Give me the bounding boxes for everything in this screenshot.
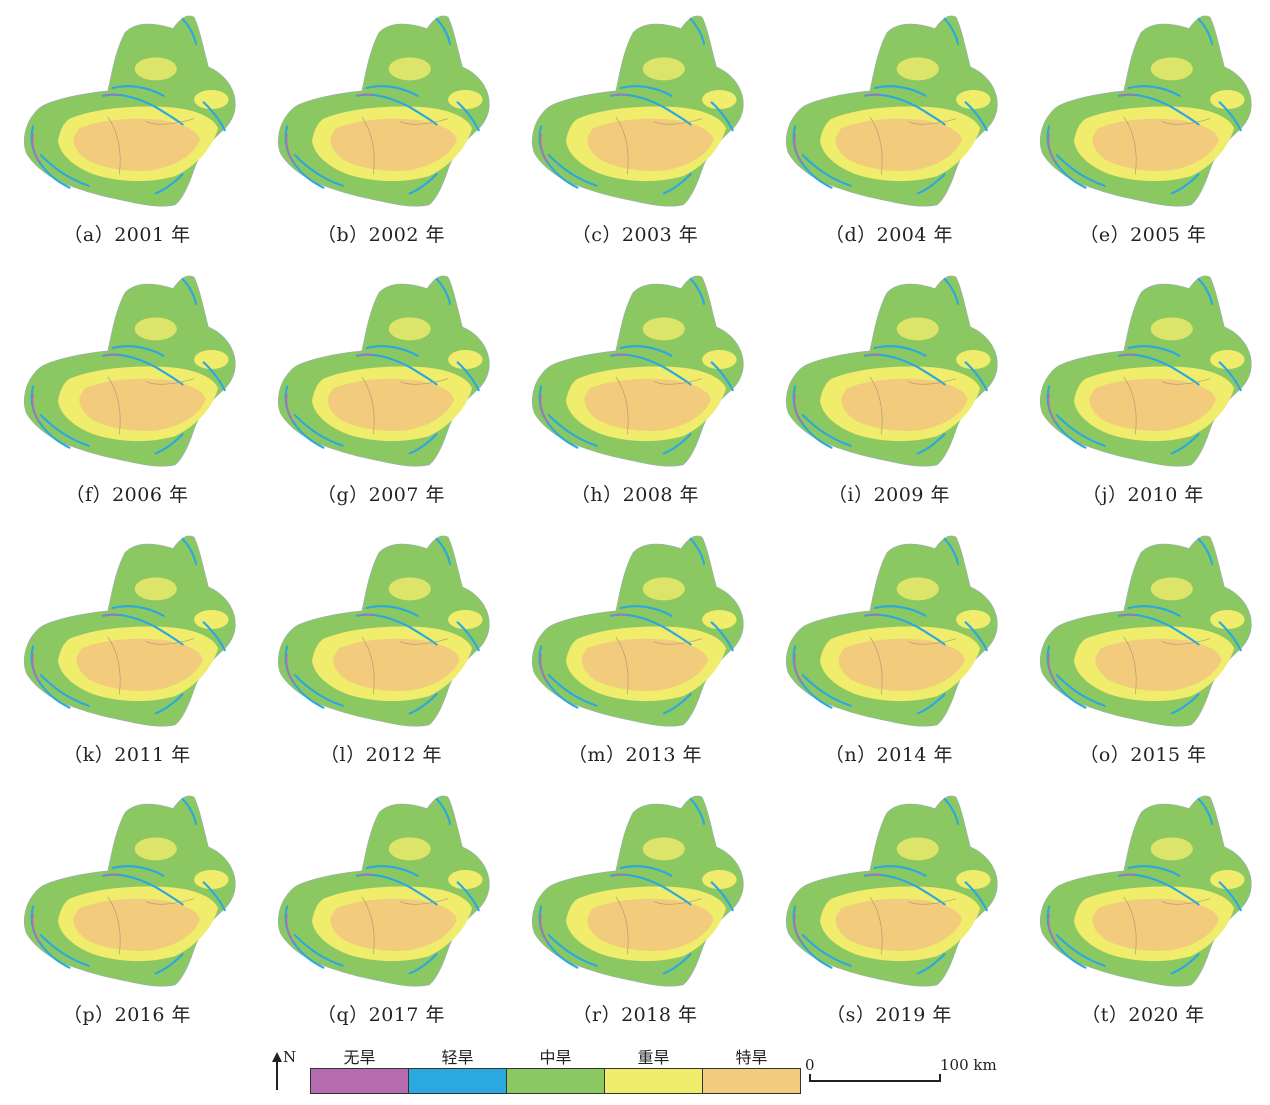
panel-caption: （r）2018 年	[572, 1004, 698, 1026]
panel-caption: （h）2008 年	[570, 484, 700, 506]
panel-caption: （m）2013 年	[568, 744, 702, 766]
map-panel: （q）2017 年	[254, 780, 508, 1040]
map-panel: （p）2016 年	[0, 780, 254, 1040]
panel-caption: （f）2006 年	[65, 484, 189, 506]
panel-caption: （c）2003 年	[571, 224, 699, 246]
legend-swatch: 重旱	[605, 1048, 703, 1093]
map-panel: （t）2020 年	[1016, 780, 1270, 1040]
map-panel: （d）2004 年	[762, 0, 1016, 260]
drought-map	[24, 275, 236, 467]
map-panel: （l）2012 年	[254, 520, 508, 780]
map-panel: （n）2014 年	[762, 520, 1016, 780]
map-panel: （f）2006 年	[0, 260, 254, 520]
map-panel: （i）2009 年	[762, 260, 1016, 520]
drought-map	[532, 795, 744, 987]
panel-caption: （b）2002 年	[316, 224, 446, 246]
panel-caption: （q）2017 年	[316, 1004, 446, 1026]
map-panel: （g）2007 年	[254, 260, 508, 520]
panel-caption: （l）2012 年	[320, 744, 442, 766]
map-panel: （c）2003 年	[508, 0, 762, 260]
scale-line	[809, 1080, 941, 1082]
drought-map	[24, 535, 236, 727]
drought-map	[24, 15, 236, 207]
map-panel: （h）2008 年	[508, 260, 762, 520]
drought-map	[24, 795, 236, 987]
panel-caption: （d）2004 年	[824, 224, 954, 246]
legend-swatch: 无旱	[311, 1048, 409, 1093]
map-panel: （r）2018 年	[508, 780, 762, 1040]
scale-tick-start	[809, 1074, 811, 1082]
legend-swatches: 无旱 轻旱 中旱 重旱 特旱	[310, 1048, 801, 1094]
legend-swatch: 中旱	[507, 1048, 605, 1093]
drought-map	[786, 535, 998, 727]
panel-caption: （e）2005 年	[1079, 224, 1207, 246]
panel-caption: （k）2011 年	[63, 744, 191, 766]
north-arrow-icon	[272, 1052, 282, 1090]
drought-map	[1040, 275, 1252, 467]
panel-caption: （t）2020 年	[1081, 1004, 1205, 1026]
drought-map	[278, 795, 490, 987]
legend-label: 重旱	[637, 1048, 670, 1067]
map-panel: （s）2019 年	[762, 780, 1016, 1040]
panel-caption: （i）2009 年	[828, 484, 950, 506]
drought-map	[532, 535, 744, 727]
legend-label: 轻旱	[441, 1048, 474, 1067]
drought-map	[786, 795, 998, 987]
map-panel: （j）2010 年	[1016, 260, 1270, 520]
drought-map	[278, 15, 490, 207]
scale-bar: 0 100 km	[805, 1050, 1005, 1095]
map-panel: （m）2013 年	[508, 520, 762, 780]
legend: N 无旱 轻旱 中旱 重旱 特旱 0 100 km	[255, 1040, 1015, 1102]
map-panel: （a）2001 年	[0, 0, 254, 260]
map-panel: （k）2011 年	[0, 520, 254, 780]
panel-caption: （s）2019 年	[826, 1004, 952, 1026]
drought-map	[1040, 535, 1252, 727]
drought-map	[278, 535, 490, 727]
north-label: N	[283, 1048, 297, 1066]
scale-end: 100 km	[940, 1056, 997, 1074]
drought-map	[278, 275, 490, 467]
drought-map	[1040, 795, 1252, 987]
scale-tick-end	[939, 1074, 941, 1082]
legend-label: 中旱	[539, 1048, 572, 1067]
legend-swatch: 轻旱	[409, 1048, 507, 1093]
scale-start: 0	[805, 1056, 815, 1074]
map-panel: （e）2005 年	[1016, 0, 1270, 260]
legend-label: 无旱	[343, 1048, 376, 1067]
drought-map	[1040, 15, 1252, 207]
panel-caption: （n）2014 年	[824, 744, 954, 766]
drought-map	[786, 275, 998, 467]
panel-caption: （g）2007 年	[316, 484, 446, 506]
panel-caption: （o）2015 年	[1079, 744, 1207, 766]
drought-map	[532, 15, 744, 207]
drought-map	[786, 15, 998, 207]
map-grid: （a）2001 年 （b）2002 年 （c）2003 年 （d）2004 年 （e）2…	[0, 0, 1270, 1040]
map-panel: （o）2015 年	[1016, 520, 1270, 780]
panel-caption: （p）2016 年	[62, 1004, 192, 1026]
map-panel: （b）2002 年	[254, 0, 508, 260]
panel-caption: （j）2010 年	[1082, 484, 1204, 506]
legend-label: 特旱	[735, 1048, 768, 1067]
panel-caption: （a）2001 年	[63, 224, 191, 246]
drought-map	[532, 275, 744, 467]
legend-swatch: 特旱	[703, 1048, 800, 1093]
